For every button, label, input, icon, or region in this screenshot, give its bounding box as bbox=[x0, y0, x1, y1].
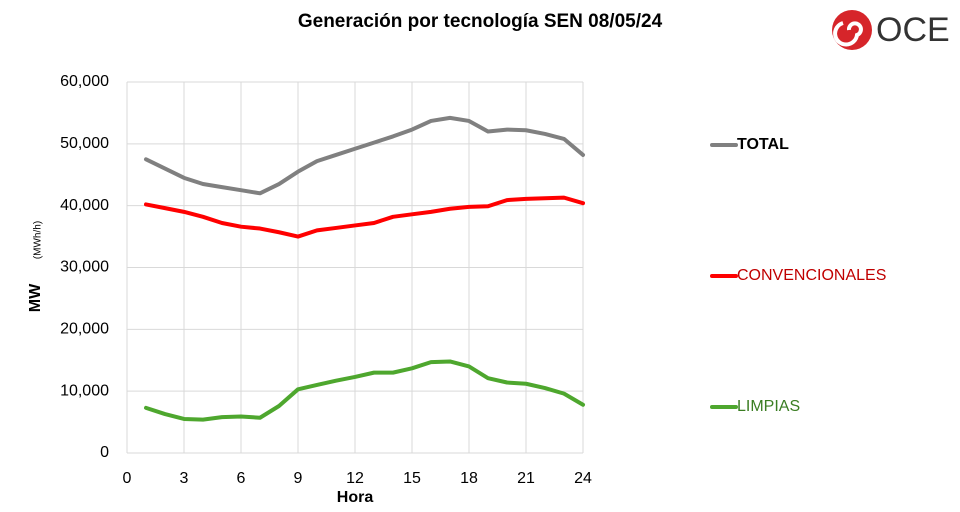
y-tick-label: 0 bbox=[100, 444, 109, 461]
x-tick-label: 15 bbox=[403, 470, 421, 487]
x-tick-label: 18 bbox=[460, 470, 478, 487]
logo: OCE bbox=[832, 10, 950, 50]
y-tick-label: 10,000 bbox=[60, 382, 109, 399]
y-tick-label: 30,000 bbox=[60, 259, 109, 276]
x-tick-label: 0 bbox=[123, 470, 132, 487]
legend-label: CONVENCIONALES bbox=[737, 267, 886, 284]
x-tick-label: 21 bbox=[517, 470, 535, 487]
y-axis-label: MW bbox=[27, 283, 44, 312]
x-axis-label: Hora bbox=[337, 489, 374, 506]
x-tick-label: 3 bbox=[180, 470, 189, 487]
line bbox=[144, 115, 585, 196]
x-tick-label: 9 bbox=[294, 470, 303, 487]
legend-label: LIMPIAS bbox=[737, 398, 800, 415]
line bbox=[144, 195, 585, 239]
x-tick-label: 12 bbox=[346, 470, 364, 487]
chart-title: Generación por tecnología SEN 08/05/24 bbox=[298, 11, 663, 32]
line bbox=[144, 359, 585, 422]
logo-text: OCE bbox=[876, 11, 950, 49]
y-tick-label: 20,000 bbox=[60, 321, 109, 338]
legend-label: TOTAL bbox=[737, 136, 789, 153]
logo-mark bbox=[832, 10, 872, 50]
x-tick-label: 6 bbox=[237, 470, 246, 487]
y-tick-label: 50,000 bbox=[60, 135, 109, 152]
y-axis-unit: (MWh/h) bbox=[33, 221, 44, 259]
y-tick-label: 60,000 bbox=[60, 73, 109, 90]
x-tick-label: 24 bbox=[574, 470, 592, 487]
logo-spiral bbox=[833, 21, 863, 47]
y-tick-label: 40,000 bbox=[60, 197, 109, 214]
